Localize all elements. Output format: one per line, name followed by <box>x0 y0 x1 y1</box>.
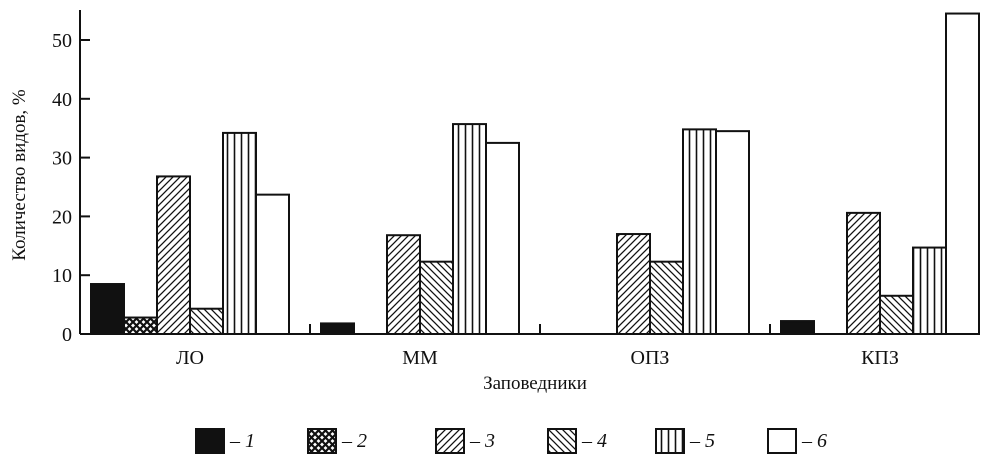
y-tick-label: 50 <box>52 30 72 52</box>
legend: – 1 – 2 – 3 – 4 – 5 – 6 <box>195 428 827 454</box>
legend-swatch-5 <box>655 428 685 454</box>
y-tick-label: 20 <box>52 206 72 228</box>
bar-КПЗ-series-3 <box>846 211 881 335</box>
bar-ЛО-series-3 <box>156 175 191 335</box>
y-tick-label: 10 <box>52 265 72 287</box>
bar-ЛО-series-2 <box>123 316 158 336</box>
x-tick-label: КПЗ <box>861 347 899 369</box>
bar-ММ-series-3 <box>386 234 421 335</box>
legend-label-6: – 6 <box>801 430 827 452</box>
bar-ОПЗ-series-4 <box>649 260 684 335</box>
legend-swatch-2 <box>307 428 337 454</box>
y-tick-label: 30 <box>52 148 72 170</box>
legend-label-4: – 4 <box>581 430 607 452</box>
legend-label-5: – 5 <box>689 430 715 452</box>
legend-label-1: – 1 <box>229 430 255 452</box>
y-tick-label: 0 <box>62 324 72 346</box>
x-tick-label: ЛО <box>176 347 204 369</box>
y-axis: 0 10 20 30 40 50 <box>52 10 90 346</box>
bar-ММ-series-5 <box>452 123 487 335</box>
legend-label-2: – 2 <box>341 430 367 452</box>
bar-КПЗ-series-6 <box>945 12 980 335</box>
x-tick-label: ОПЗ <box>631 347 670 369</box>
legend-swatch-6 <box>767 428 797 454</box>
x-tick-labels: ЛО ММ ОПЗ КПЗ <box>176 347 899 369</box>
bar-КПЗ-series-4 <box>879 294 914 335</box>
bar-ММ-series-6 <box>485 141 520 335</box>
legend-swatch-4 <box>547 428 577 454</box>
y-axis-title: Количество видов, % <box>9 89 30 261</box>
bar-КПЗ-series-5 <box>912 246 947 335</box>
bar-ЛО-series-1 <box>90 283 125 335</box>
bar-ЛО-series-5 <box>222 131 257 335</box>
bar-КПЗ-series-1 <box>780 320 815 335</box>
bar-ЛО-series-6 <box>255 193 290 335</box>
bar-ОПЗ-series-3 <box>616 233 651 335</box>
y-tick-label: 40 <box>52 89 72 111</box>
legend-swatch-3 <box>435 428 465 454</box>
bar-ММ-series-1 <box>320 322 355 335</box>
bar-ОПЗ-series-6 <box>715 130 750 335</box>
x-tick-label: ММ <box>402 347 438 369</box>
bar-ММ-series-4 <box>419 260 454 335</box>
legend-label-3: – 3 <box>469 430 495 452</box>
x-axis-title: Заповедники <box>483 373 587 394</box>
bars <box>90 12 980 336</box>
bar-ЛО-series-4 <box>189 307 224 336</box>
bar-ОПЗ-series-5 <box>682 128 717 335</box>
legend-swatch-1 <box>195 428 225 454</box>
